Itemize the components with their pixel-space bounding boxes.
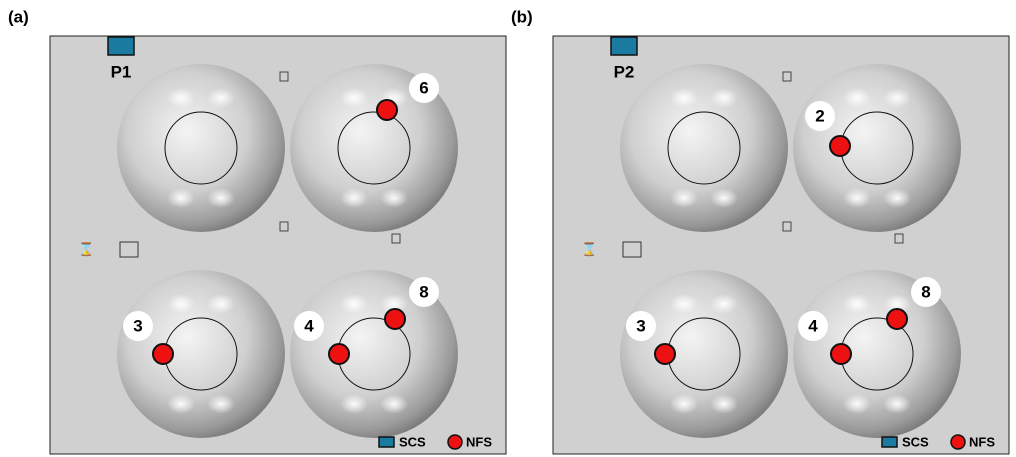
highlight [843, 88, 871, 108]
icon: ⌛ [581, 241, 597, 256]
highlight [340, 188, 368, 208]
highlight [207, 88, 235, 108]
highlight [380, 188, 408, 208]
ring [793, 64, 961, 232]
highlight [670, 394, 698, 414]
highlight [710, 88, 738, 108]
marker-label: 8 [419, 282, 428, 301]
highlight [380, 394, 408, 414]
highlight [710, 294, 738, 314]
legend-label: NFS [466, 434, 492, 449]
highlight [670, 294, 698, 314]
marker-label: 8 [921, 282, 930, 301]
highlight [843, 394, 871, 414]
ring [620, 64, 788, 232]
legend-swatch [448, 435, 462, 449]
sensor-marker [385, 309, 405, 329]
highlight [167, 394, 195, 414]
highlight [340, 294, 368, 314]
highlight [843, 188, 871, 208]
highlight [167, 88, 195, 108]
highlight [670, 88, 698, 108]
sensor-marker [377, 100, 397, 120]
highlight [167, 294, 195, 314]
highlight [883, 394, 911, 414]
marker-label: 4 [304, 316, 314, 335]
highlight [207, 188, 235, 208]
legend-swatch [951, 435, 965, 449]
sensor-marker [655, 344, 675, 364]
port-marker [611, 37, 637, 55]
highlight [670, 188, 698, 208]
legend-label: NFS [969, 434, 995, 449]
sensor-marker [329, 344, 349, 364]
highlight [710, 188, 738, 208]
sensor-marker [831, 344, 851, 364]
marker-label: 2 [815, 106, 824, 125]
legend-label: SCS [902, 434, 929, 449]
ring [117, 64, 285, 232]
figure: (a) ⌛ P1 6 3 4 8 SCS NFS (b) ⌛ P2 2 3 4 8 SCS NFS [0, 0, 1016, 457]
highlight [207, 294, 235, 314]
icon: ⌛ [78, 241, 94, 256]
sensor-marker [830, 136, 850, 156]
ring [117, 270, 285, 438]
panel-label: (b) [511, 7, 533, 26]
sensor-marker [887, 309, 907, 329]
highlight [167, 188, 195, 208]
marker-label: 6 [419, 78, 428, 97]
sensor-marker [153, 344, 173, 364]
ring [620, 270, 788, 438]
legend-label: SCS [399, 434, 426, 449]
port-label: P1 [111, 62, 132, 81]
port-label: P2 [614, 62, 635, 81]
port-marker [108, 37, 134, 55]
highlight [340, 394, 368, 414]
marker-label: 4 [808, 316, 818, 335]
marker-label: 3 [636, 316, 645, 335]
highlight [883, 188, 911, 208]
highlight [883, 88, 911, 108]
highlight [340, 88, 368, 108]
legend-swatch [882, 437, 897, 447]
highlight [710, 394, 738, 414]
panel-label: (a) [8, 7, 29, 26]
highlight [843, 294, 871, 314]
legend-swatch [379, 437, 394, 447]
highlight [207, 394, 235, 414]
marker-label: 3 [133, 316, 142, 335]
